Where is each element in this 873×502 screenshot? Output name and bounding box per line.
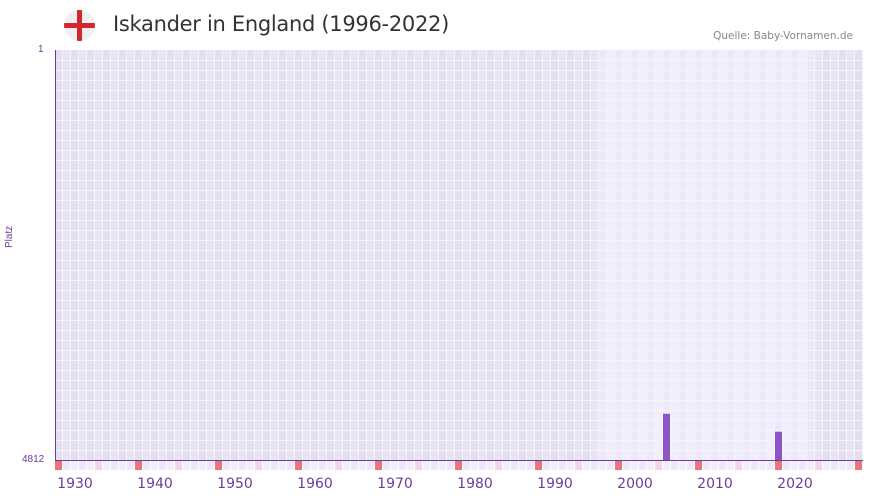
x-tick-label: 1960 [297,476,333,492]
x-tick-label: 1940 [137,476,173,492]
source-label: Quelle: Baby-Vornamen.de [713,30,853,42]
x-tick-label: 2020 [777,476,813,492]
chart-header: Iskander in England (1996-2022) Quelle: … [0,0,873,50]
bar-2004 [663,413,670,460]
x-tick-label: 1930 [57,476,93,492]
x-axis-labels: 1930 1940 1950 1960 1970 1980 1990 2000 2010 2020 [55,476,863,496]
x-tick-label: 2010 [697,476,733,492]
x-axis-line [55,460,863,461]
y-axis-line [55,50,56,461]
y-axis-bottom-label: 4812 [22,454,45,465]
y-axis-title: Platz [4,225,15,248]
chart-title: Iskander in England (1996-2022) [113,12,449,36]
x-tick-label: 1970 [377,476,413,492]
x-tick-label: 1990 [537,476,573,492]
x-tick-label: 2000 [617,476,653,492]
x-tick-label: 1980 [457,476,493,492]
plot-area [55,50,863,460]
england-flag-icon [64,10,95,41]
y-axis-top-label: 1 [38,44,44,55]
bar-2018 [775,431,782,460]
timeline-markers [55,460,862,470]
x-tick-label: 1950 [217,476,253,492]
